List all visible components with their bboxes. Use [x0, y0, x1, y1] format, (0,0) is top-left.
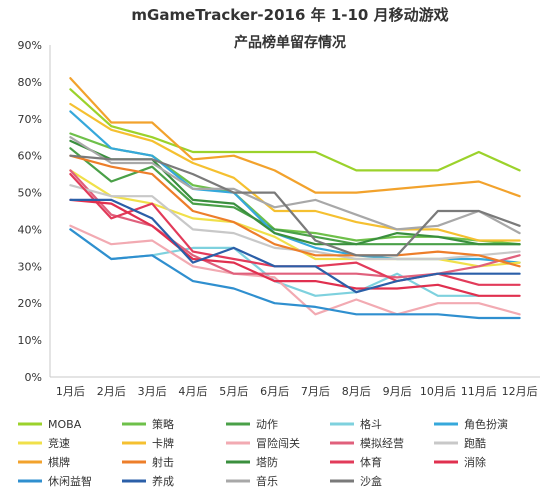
series-line — [69, 169, 521, 268]
x-tick-label: 4月后 — [178, 385, 207, 398]
legend-label: 体育 — [360, 455, 382, 469]
series-line — [69, 169, 521, 279]
series-line — [69, 228, 521, 320]
legend-label: 动作 — [256, 418, 278, 431]
y-tick-label: 80% — [18, 76, 42, 89]
series-lines — [69, 77, 521, 320]
legend-label: 竞速 — [48, 436, 70, 450]
legend-label: 角色扮演 — [464, 417, 508, 431]
legend-label: 塔防 — [256, 455, 278, 469]
legend-label: 策略 — [152, 417, 174, 431]
x-tick-label: 2月后 — [97, 385, 126, 398]
x-tick-label: 9月后 — [383, 385, 412, 398]
y-tick-label: 0% — [25, 371, 42, 384]
series-line — [69, 198, 521, 294]
y-tick-label: 20% — [18, 297, 42, 310]
chart-title: mGameTracker-2016 年 1-10 月移动游戏 — [131, 6, 448, 24]
legend-label: 跑酷 — [464, 436, 486, 450]
series-line — [69, 198, 521, 297]
y-tick-label: 30% — [18, 260, 42, 273]
series-line — [69, 77, 521, 198]
series-line — [69, 88, 521, 172]
x-tick-label: 5月后 — [219, 385, 248, 398]
series-line — [69, 154, 521, 268]
y-tick-labels: 0% 10% 20% 30% 40% 50% 60% 70% 80% 90% — [18, 39, 42, 384]
x-tick-label: 8月后 — [342, 385, 371, 398]
legend-label: MOBA — [48, 418, 82, 431]
y-tick-label: 10% — [18, 334, 42, 347]
x-tick-label: 6月后 — [260, 385, 289, 398]
chart-subtitle: 产品榜单留存情况 — [234, 34, 346, 51]
series-line — [69, 154, 521, 257]
legend-label: 棋牌 — [48, 455, 70, 469]
legend-label: 卡牌 — [152, 436, 174, 450]
x-tick-label: 3月后 — [138, 385, 167, 398]
legend-label: 冒险闯关 — [256, 436, 300, 450]
x-tick-label: 1月后 — [56, 385, 85, 398]
legend-label: 射击 — [152, 455, 174, 469]
x-tick-label: 11月后 — [461, 385, 497, 398]
x-tick-label: 10月后 — [420, 385, 456, 398]
legend-label: 养成 — [152, 474, 174, 488]
legend-label: 休闲益智 — [48, 474, 92, 488]
x-tick-label: 7月后 — [301, 385, 330, 398]
series-line — [69, 102, 521, 242]
series-line — [69, 224, 521, 316]
series-line — [69, 139, 521, 246]
legend-label: 格斗 — [360, 417, 382, 431]
x-tick-label: 12月后 — [502, 385, 538, 398]
legend-label: 沙盒 — [360, 474, 382, 488]
y-tick-label: 40% — [18, 223, 42, 236]
series-line — [69, 132, 521, 246]
y-tick-label: 70% — [18, 113, 42, 126]
series-line — [69, 147, 521, 246]
x-tick-labels: 1月后 2月后 3月后 4月后 5月后 6月后 7月后 8月后 9月后 10月后 11月后 12月后 — [56, 385, 538, 398]
y-tick-label: 60% — [18, 150, 42, 163]
series-line — [69, 173, 521, 286]
series-line — [69, 136, 521, 235]
legend-label: 模拟经营 — [360, 436, 404, 450]
y-tick-label: 90% — [18, 39, 42, 52]
legend-label: 消除 — [464, 455, 486, 469]
y-tick-label: 50% — [18, 187, 42, 200]
legend-label: 音乐 — [256, 474, 278, 488]
